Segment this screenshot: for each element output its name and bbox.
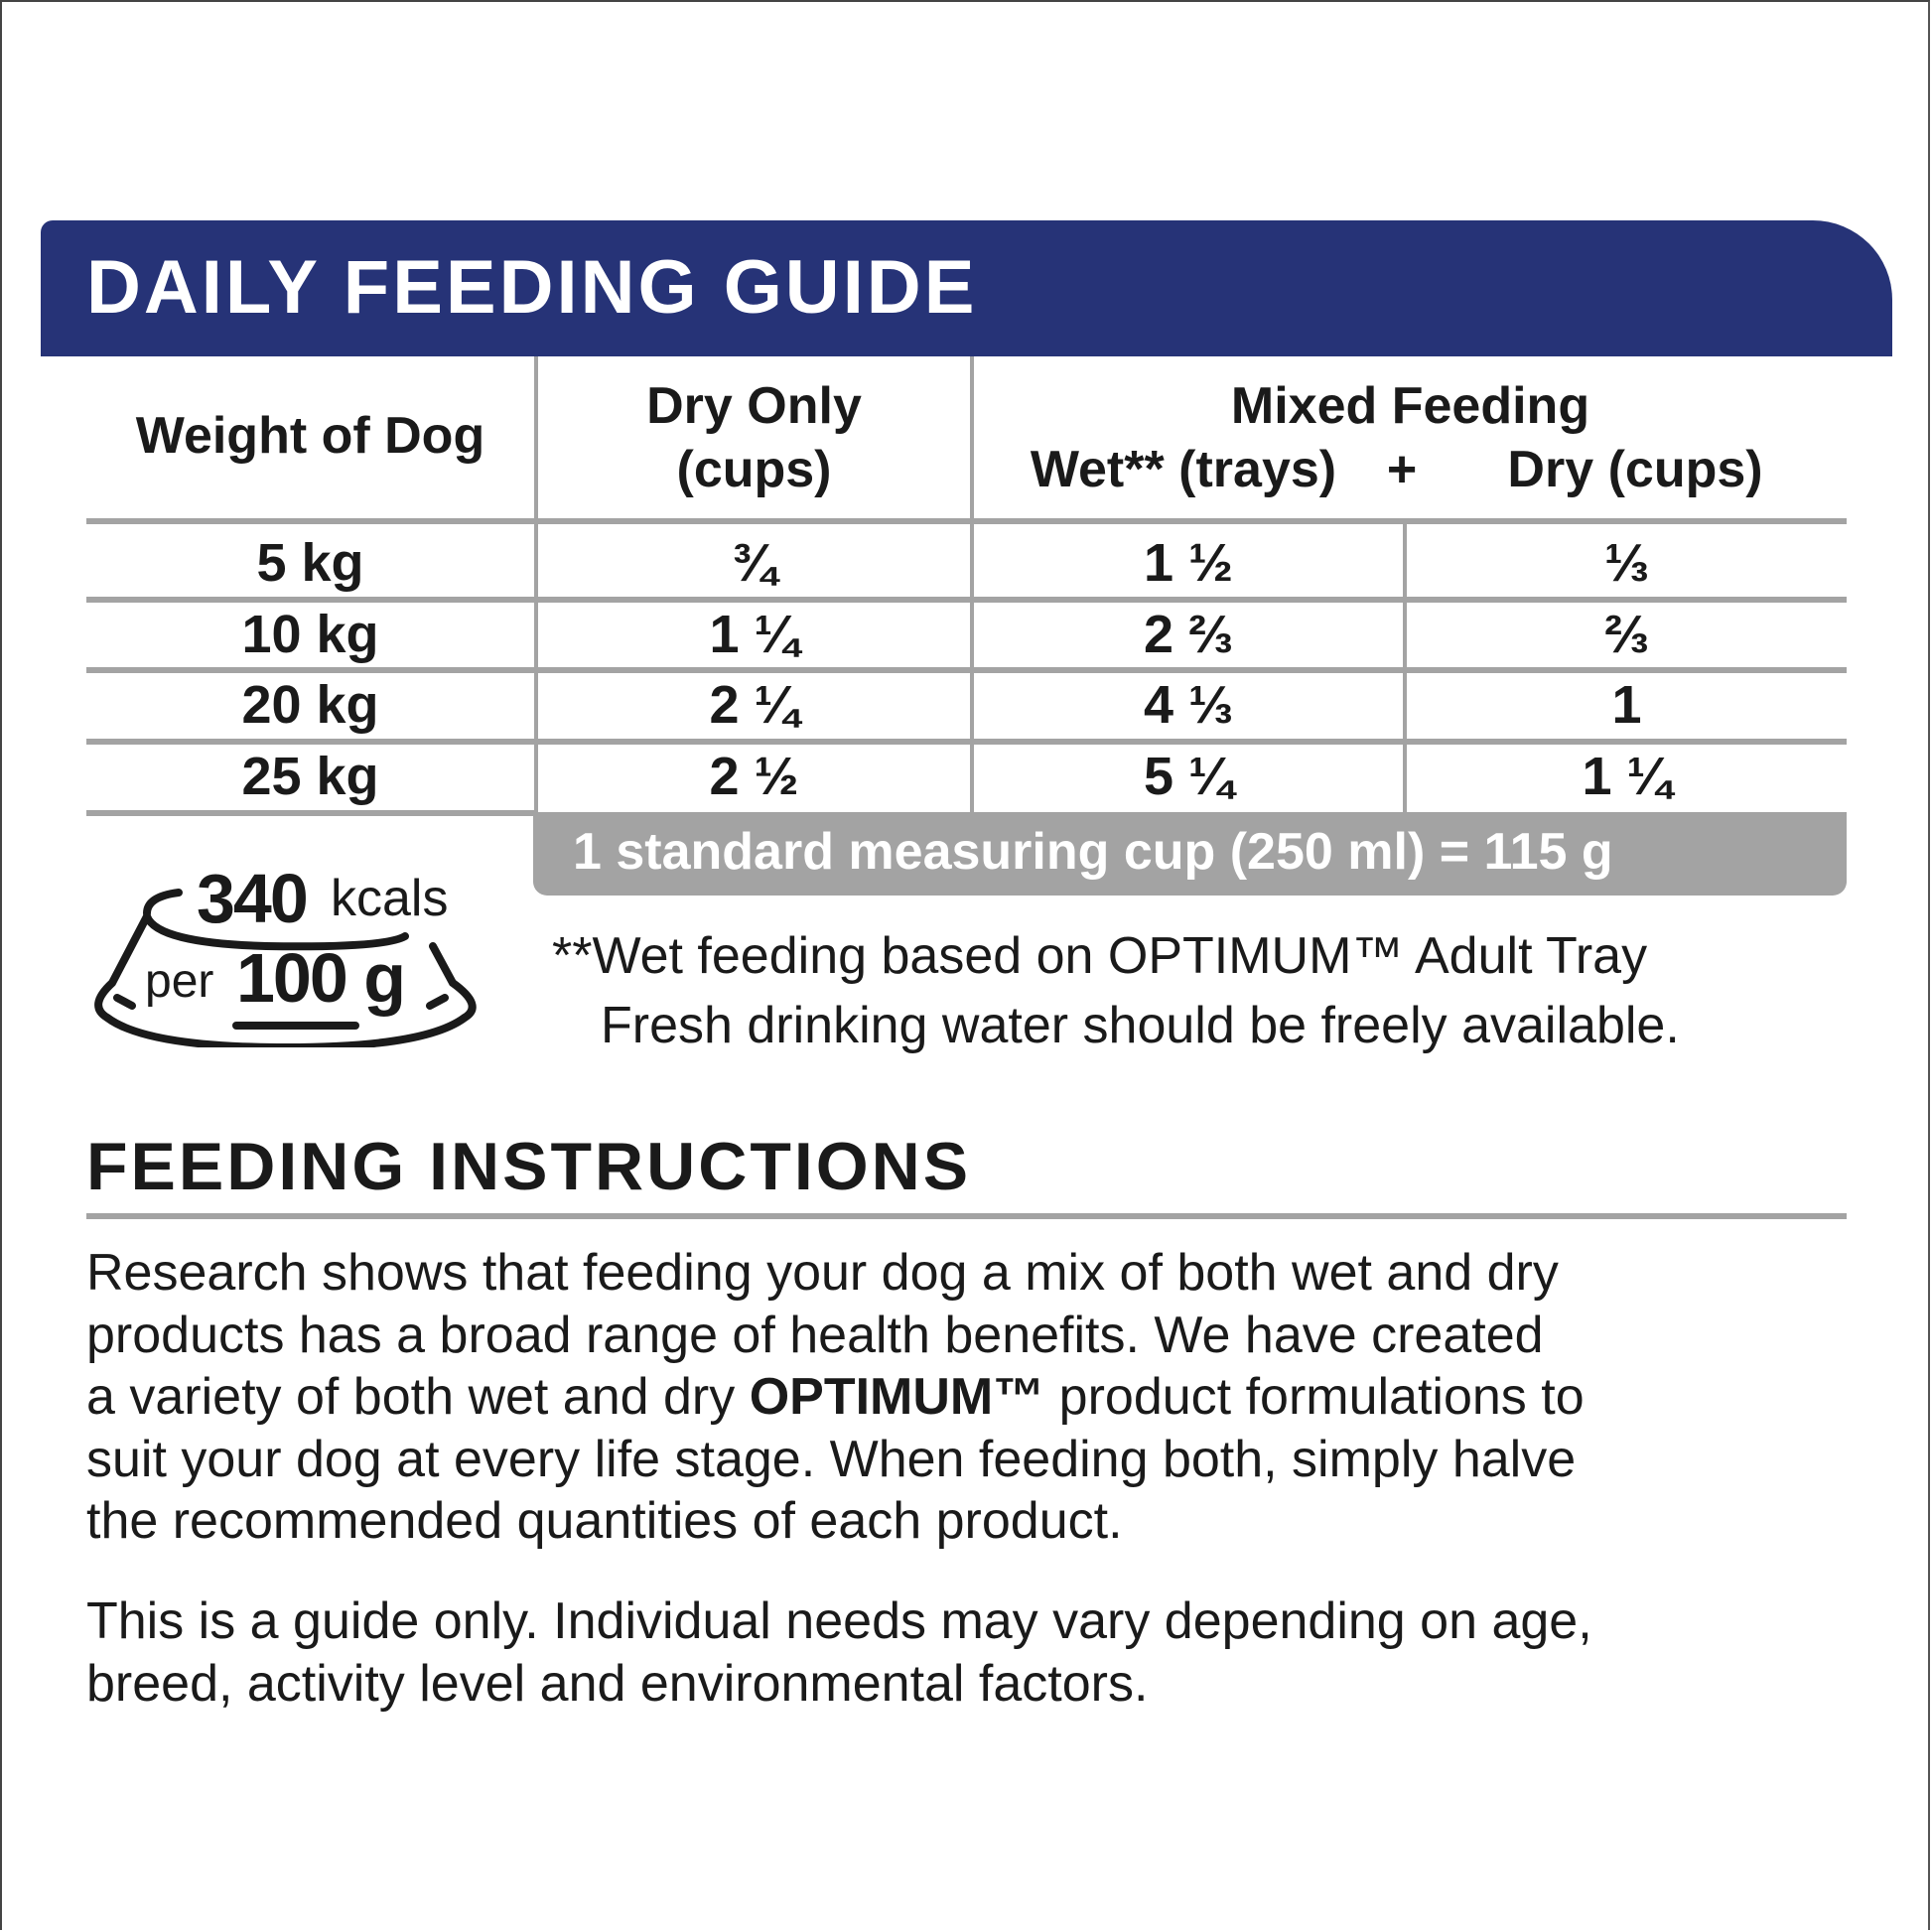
header-mixed-plus: + xyxy=(1386,441,1418,498)
header-rule xyxy=(86,518,1847,524)
header-dry-only-line2: (cups) xyxy=(676,441,832,498)
row-rule-3 xyxy=(86,739,1847,745)
cell-mixed-wet: 5 ¼ xyxy=(1143,747,1234,806)
header-weight: Weight of Dog xyxy=(135,407,485,465)
header-mixed-dry: Dry (cups) xyxy=(1507,441,1763,498)
feeding-instructions-rule xyxy=(86,1213,1847,1219)
cell-mixed-wet: 1 ½ xyxy=(1143,533,1234,593)
banner-title: DAILY FEEDING GUIDE xyxy=(86,245,978,330)
cell-mixed-dry: 1 ¼ xyxy=(1582,747,1672,806)
daily-feeding-guide-banner: DAILY FEEDING GUIDE xyxy=(41,220,1892,356)
cell-mixed-dry: 1 xyxy=(1611,675,1642,735)
energy-badge: 340 kcals per 100 g xyxy=(87,859,484,1047)
row-rule-1 xyxy=(86,597,1847,603)
kcal-value: 340 xyxy=(197,860,309,937)
cell-dry-only: 2 ½ xyxy=(709,747,799,806)
kcal-unit: kcals xyxy=(331,870,449,927)
header-mixed-wet: Wet** (trays) xyxy=(1030,441,1337,498)
para1-text-a: Research shows that feeding your dog a m… xyxy=(86,1244,1559,1426)
water-footnote: Fresh drinking water should be freely av… xyxy=(601,997,1680,1054)
row-rule-2 xyxy=(86,667,1847,673)
per-label: per xyxy=(145,955,214,1008)
instructions-paragraph-1: Research shows that feeding your dog a m… xyxy=(86,1242,1873,1553)
measuring-cup-text: 1 standard measuring cup (250 ml) = 115 … xyxy=(573,823,1613,881)
col-divider-1 xyxy=(534,356,538,815)
cell-dry-only: 1 ¼ xyxy=(709,605,799,664)
cell-mixed-wet: 4 ⅓ xyxy=(1143,675,1234,735)
feeding-instructions-title: FEEDING INSTRUCTIONS xyxy=(86,1129,972,1204)
measuring-cup-note: 1 standard measuring cup (250 ml) = 115 … xyxy=(533,812,1847,896)
cell-weight: 20 kg xyxy=(241,675,379,735)
cell-weight: 5 kg xyxy=(256,533,364,593)
instructions-paragraph-2: This is a guide only. Individual needs m… xyxy=(86,1592,1592,1713)
header-dry-only-line1: Dry Only xyxy=(646,377,862,435)
feeding-table: Weight of Dog Dry Only (cups) Mixed Feed… xyxy=(86,356,1847,816)
para1-text-b: product formulations to suit your dog at… xyxy=(86,1368,1585,1550)
cell-mixed-wet: 2 ⅔ xyxy=(1143,605,1234,664)
wet-feeding-footnote: **Wet feeding based on OPTIMUM™ Adult Tr… xyxy=(552,927,1648,985)
col-divider-2 xyxy=(970,356,974,815)
cell-mixed-dry: ⅔ xyxy=(1603,605,1650,664)
cell-dry-only: ¾ xyxy=(731,533,777,593)
dog-bowl-icon xyxy=(94,889,477,1047)
header-mixed-feeding: Mixed Feeding xyxy=(1230,377,1590,435)
cell-weight: 25 kg xyxy=(241,747,379,806)
row-rule-4 xyxy=(86,810,536,816)
cell-weight: 10 kg xyxy=(241,605,379,664)
per-quantity: 100 g xyxy=(236,939,406,1017)
cell-mixed-dry: ⅓ xyxy=(1603,533,1650,593)
cell-dry-only: 2 ¼ xyxy=(709,675,799,735)
brand-name: OPTIMUM™ xyxy=(749,1368,1045,1426)
